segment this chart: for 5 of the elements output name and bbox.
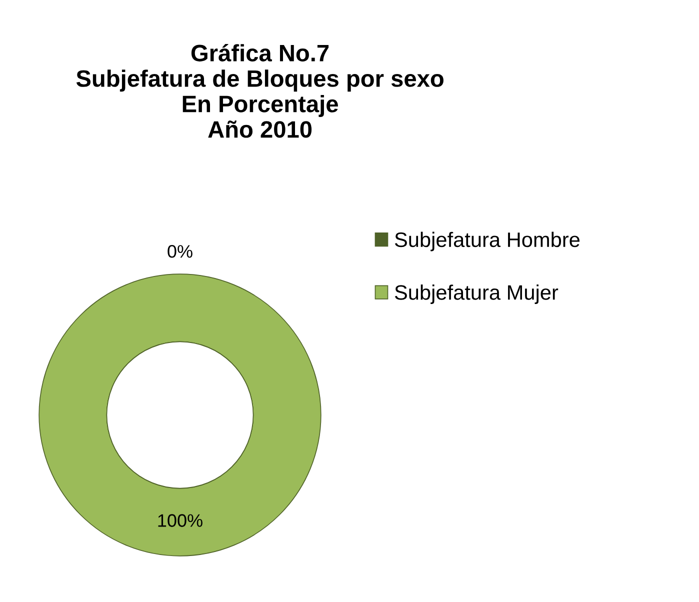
text: 0%: [168, 245, 192, 258]
legend-label: Subjefatura Mujer: [394, 284, 558, 304]
chart-title: Gráfica No.7 Subjefatura de Bloques por sexo En Porcentaje Año 2010: [76, 44, 444, 138]
data-label: 100%: [158, 514, 202, 527]
legend-label: Subjefatura Hombre: [394, 232, 580, 252]
